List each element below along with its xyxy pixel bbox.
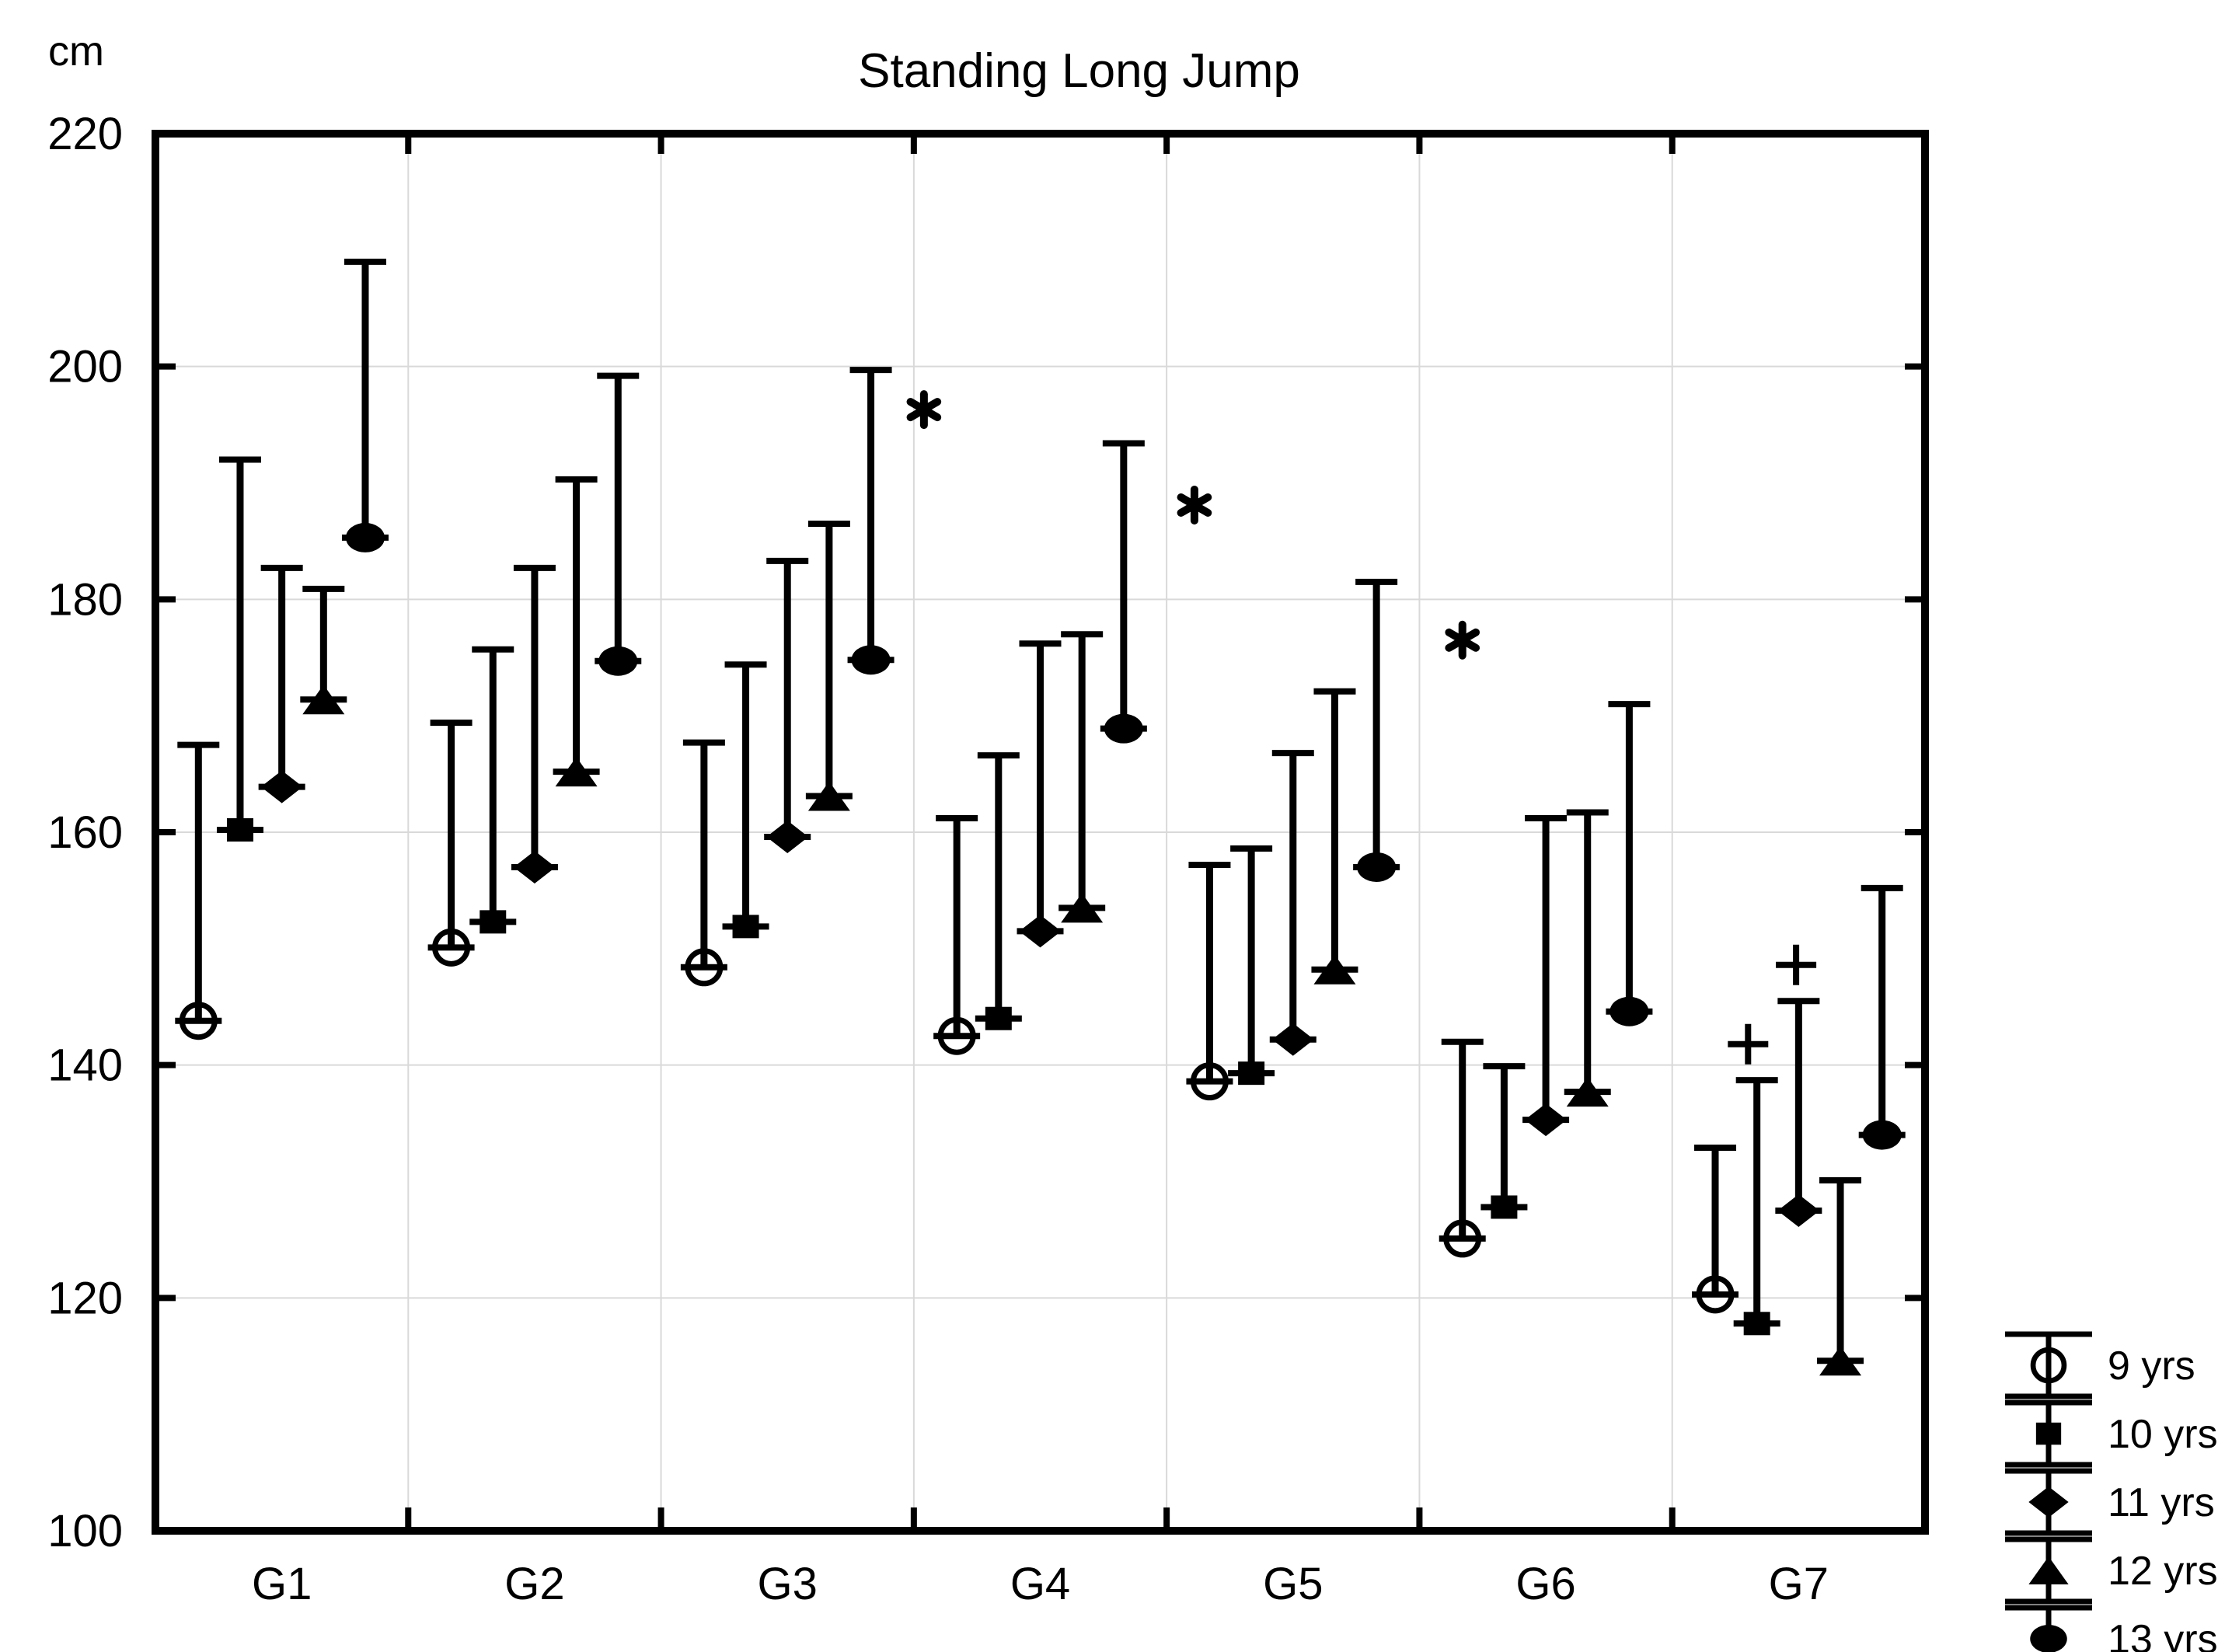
y-tick-label-100: 100	[47, 1506, 123, 1556]
legend-marker-filled-diamond-icon	[2028, 1486, 2069, 1518]
x-axis-label-G4: G4	[1010, 1559, 1070, 1609]
point-G4-10-yrs	[975, 752, 1022, 1030]
point-G1-9-yrs	[175, 741, 222, 1040]
x-axis-label-G5: G5	[1263, 1559, 1323, 1609]
significance-annotations	[906, 390, 1817, 1065]
legend-entry-10-yrs: 10 yrs	[2005, 1399, 2218, 1468]
x-axis-label-G2: G2	[504, 1559, 564, 1609]
x-axis-label-G1: G1	[252, 1559, 312, 1609]
point-G4-13-yrs	[1100, 440, 1147, 744]
point-G5-13-yrs	[1353, 578, 1400, 882]
legend-label-11-yrs: 11 yrs	[2108, 1480, 2215, 1525]
y-tick-label-220: 220	[47, 109, 123, 159]
significance-asterisk-1	[906, 390, 942, 430]
chart-title: Standing Long Jump	[858, 44, 1300, 98]
point-G5-12-yrs	[1311, 688, 1358, 985]
legend-label-9-yrs: 9 yrs	[2108, 1344, 2195, 1389]
point-G1-13-yrs	[341, 258, 389, 552]
point-G5-10-yrs	[1228, 845, 1275, 1086]
point-G2-10-yrs	[469, 646, 517, 934]
significance-plus-4	[1728, 1023, 1769, 1065]
legend-entry-12-yrs: 12 yrs	[2005, 1536, 2218, 1605]
point-G7-10-yrs	[1733, 1077, 1780, 1336]
series-13-yrs	[341, 258, 1906, 1150]
point-G2-12-yrs	[553, 476, 600, 787]
series-9-yrs	[175, 720, 1739, 1314]
significance-asterisk-2	[1177, 485, 1212, 525]
y-tick-label-180: 180	[47, 574, 123, 625]
legend-label-13-yrs: 13 yrs	[2108, 1617, 2218, 1652]
point-G7-11-yrs	[1775, 998, 1822, 1227]
legend-marker-filled-square-icon	[2035, 1422, 2062, 1445]
point-G7-12-yrs	[1817, 1177, 1864, 1376]
asterisk-spoke	[906, 398, 942, 422]
point-G1-12-yrs	[300, 585, 347, 715]
point-G2-13-yrs	[595, 372, 642, 676]
significance-plus-5	[1776, 944, 1817, 985]
point-G6-10-yrs	[1480, 1063, 1528, 1219]
series-11-yrs	[258, 557, 1822, 1227]
legend-label-12-yrs: 12 yrs	[2108, 1549, 2218, 1594]
point-G4-9-yrs	[933, 815, 981, 1055]
legend-label-10-yrs: 10 yrs	[2108, 1412, 2218, 1457]
point-G3-13-yrs	[847, 367, 895, 675]
x-axis-label-G7: G7	[1769, 1559, 1829, 1609]
point-G1-11-yrs	[258, 564, 305, 803]
y-tick-label-140: 140	[47, 1040, 123, 1091]
legend: 9 yrs 10 yrs 11 yrs 12 yrs 13 yrs	[2005, 1331, 2218, 1652]
point-G6-13-yrs	[1606, 701, 1653, 1026]
point-G6-11-yrs	[1522, 815, 1570, 1137]
point-G3-12-yrs	[805, 520, 853, 811]
legend-entry-9-yrs: 9 yrs	[2005, 1331, 2195, 1399]
y-tick-label-120: 120	[47, 1273, 123, 1323]
x-axis-label-G6: G6	[1515, 1559, 1575, 1609]
y-tick-label-200: 200	[47, 342, 123, 392]
point-G6-12-yrs	[1564, 809, 1611, 1107]
significance-asterisk-3	[1445, 620, 1480, 660]
y-axis-unit-label: cm	[48, 28, 104, 75]
point-G3-10-yrs	[722, 661, 769, 939]
x-axis-label-G3: G3	[758, 1559, 818, 1609]
legend-marker-filled-triangle-icon	[2028, 1556, 2069, 1585]
asterisk-spoke	[1177, 493, 1212, 517]
point-G5-9-yrs	[1186, 861, 1233, 1101]
series-12-yrs	[300, 476, 1864, 1376]
point-G3-11-yrs	[764, 557, 811, 853]
point-G6-9-yrs	[1439, 1038, 1486, 1258]
legend-entry-13-yrs: 13 yrs	[2005, 1605, 2218, 1652]
y-tick-label-160: 160	[47, 807, 123, 858]
point-G7-9-yrs	[1692, 1145, 1739, 1314]
point-G4-12-yrs	[1058, 631, 1106, 923]
point-G4-11-yrs	[1017, 640, 1064, 948]
point-G5-11-yrs	[1269, 750, 1317, 1056]
axis-ticks	[155, 134, 1925, 1531]
point-G1-10-yrs	[216, 456, 263, 842]
asterisk-spoke	[1445, 628, 1480, 652]
series-10-yrs	[216, 456, 1780, 1336]
legend-entry-11-yrs: 11 yrs	[2005, 1468, 2215, 1536]
point-G2-9-yrs	[427, 720, 475, 967]
point-G3-9-yrs	[680, 739, 727, 987]
point-G2-11-yrs	[511, 564, 558, 884]
point-G7-13-yrs	[1858, 884, 1906, 1150]
legend-marker-filled-ellipse-icon	[2030, 1624, 2067, 1652]
